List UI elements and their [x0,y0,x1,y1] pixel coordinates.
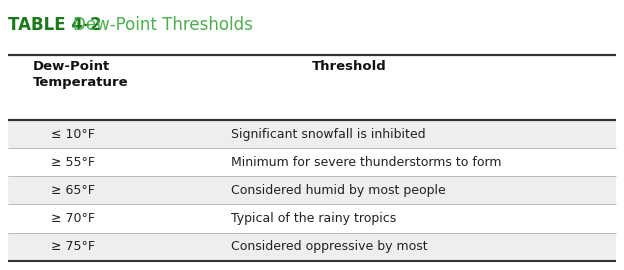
Text: ≥ 55°F: ≥ 55°F [51,156,95,169]
FancyBboxPatch shape [7,176,617,204]
Text: TABLE 4-2: TABLE 4-2 [7,16,101,34]
Text: Typical of the rainy tropics: Typical of the rainy tropics [232,212,396,225]
Text: Threshold: Threshold [312,60,387,73]
FancyBboxPatch shape [7,232,617,261]
Text: ≥ 65°F: ≥ 65°F [51,184,95,197]
Text: ≤ 10°F: ≤ 10°F [51,128,95,141]
Text: Considered oppressive by most: Considered oppressive by most [232,240,428,253]
Text: Dew-Point Thresholds: Dew-Point Thresholds [73,16,253,34]
FancyBboxPatch shape [7,120,617,148]
Text: Considered humid by most people: Considered humid by most people [232,184,446,197]
Text: Minimum for severe thunderstorms to form: Minimum for severe thunderstorms to form [232,156,502,169]
Text: Significant snowfall is inhibited: Significant snowfall is inhibited [232,128,426,141]
Text: ≥ 70°F: ≥ 70°F [51,212,95,225]
FancyBboxPatch shape [7,204,617,232]
FancyBboxPatch shape [7,148,617,176]
Text: ≥ 75°F: ≥ 75°F [51,240,95,253]
Text: Dew-Point
Temperature: Dew-Point Temperature [32,60,128,89]
